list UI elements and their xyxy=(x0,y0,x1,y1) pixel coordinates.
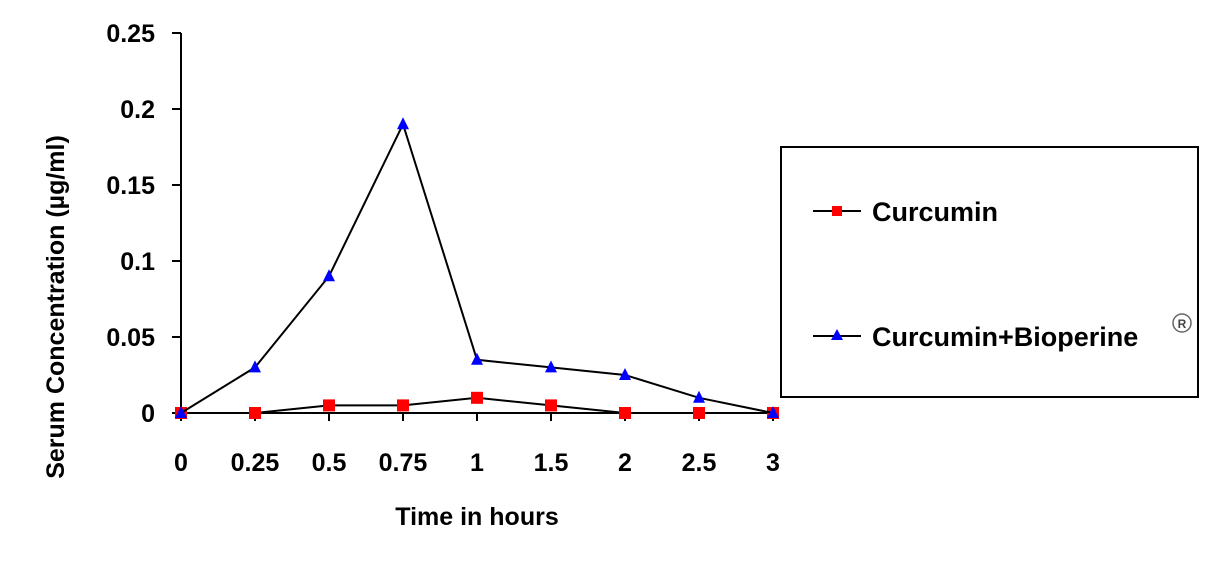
triangle-marker-icon xyxy=(693,390,705,403)
square-marker-icon xyxy=(249,407,261,419)
y-axis: 0 0.05 0.1 0.15 0.2 0.25 xyxy=(106,20,182,428)
x-tick-label: 0 xyxy=(174,449,188,477)
square-marker-icon xyxy=(323,399,335,412)
x-tick-label: 0.25 xyxy=(231,449,280,477)
triangle-marker-icon xyxy=(175,406,187,418)
x-tick-label: 0.5 xyxy=(312,449,347,477)
x-axis-title: Time in hours xyxy=(395,503,558,531)
y-axis-title: Serum Concentration (µg/ml) xyxy=(42,135,70,479)
x-axis: 0 0.25 0.5 0.75 1 1.5 2 2.5 3 xyxy=(174,412,780,477)
y-tick-label: 0.25 xyxy=(106,20,155,48)
series-layer xyxy=(175,117,779,419)
x-tick-label: 2 xyxy=(618,449,632,477)
y-tick-label: 0.15 xyxy=(106,172,155,200)
square-marker-icon xyxy=(693,407,705,419)
y-tick-label: 0.2 xyxy=(120,96,155,124)
x-tick-label: 1 xyxy=(470,449,484,477)
plot-area: 0 0.05 0.1 0.15 0.2 0.25 0 0.25 0.5 0.75 1 1.5 2 2.5… xyxy=(106,20,780,477)
registered-mark-icon xyxy=(1172,313,1192,333)
legend: Curcumin Curcumin+Bioperine R xyxy=(780,146,1199,398)
square-marker-icon xyxy=(619,407,631,419)
triangle-marker-icon xyxy=(471,352,483,365)
y-tick-label: 0.05 xyxy=(106,324,155,352)
triangle-marker-icon xyxy=(545,360,557,373)
legend-box xyxy=(780,146,1199,398)
legend-label: Curcumin+Bioperine xyxy=(872,322,1138,352)
square-marker-icon xyxy=(832,206,842,216)
y-tick-label: 0 xyxy=(141,400,155,428)
square-marker-icon xyxy=(545,399,557,412)
triangle-marker-icon xyxy=(323,269,335,282)
legend-item-curcumin-bioperine: Curcumin+Bioperine R xyxy=(813,313,1192,352)
triangle-marker-icon xyxy=(619,368,631,380)
legend-item-curcumin: Curcumin xyxy=(813,197,998,227)
triangle-marker-icon xyxy=(767,406,779,418)
y-tick-label: 0.1 xyxy=(120,248,155,276)
x-tick-label: 0.75 xyxy=(379,449,428,477)
triangle-marker-icon xyxy=(831,329,843,340)
x-tick-label: 1.5 xyxy=(534,449,569,477)
series-curcumin xyxy=(175,391,779,419)
series-line xyxy=(180,121,774,414)
series-curcumin-bioperine xyxy=(175,117,779,418)
square-marker-icon xyxy=(397,399,409,412)
x-tick-label: 3 xyxy=(766,449,780,477)
x-tick-label: 2.5 xyxy=(682,449,717,477)
square-marker-icon xyxy=(471,391,483,404)
registered-mark-letter: R xyxy=(1178,317,1187,331)
legend-label: Curcumin xyxy=(872,197,998,227)
triangle-marker-icon xyxy=(397,117,409,130)
triangle-marker-icon xyxy=(249,360,261,373)
